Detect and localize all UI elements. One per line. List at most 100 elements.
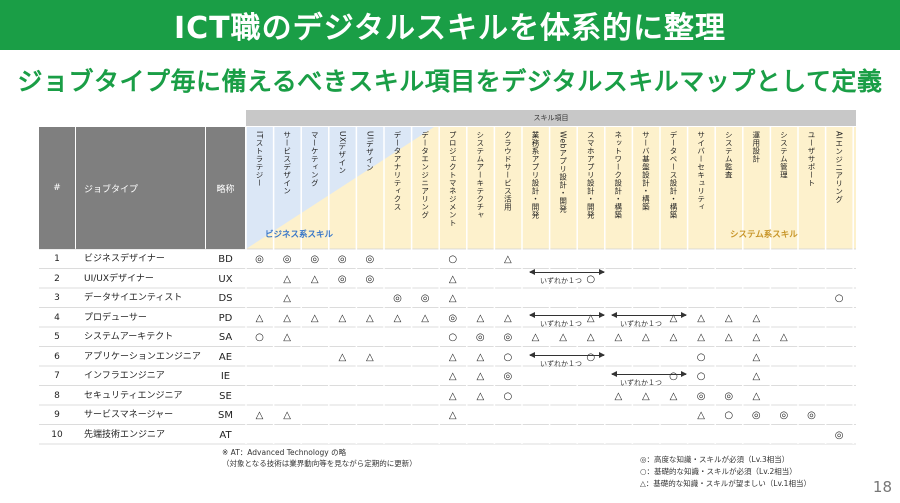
page-number: 18 — [872, 478, 892, 496]
skill-level-mark: △ — [586, 332, 595, 343]
skill-column-header: ネットワーク設計・構築 — [613, 131, 623, 219]
skill-level-mark: △ — [642, 332, 650, 343]
skill-column-header: UIデザイン — [365, 131, 375, 172]
job-abbreviation: BD — [218, 254, 233, 265]
skill-level-mark: ◎ — [448, 312, 458, 324]
table-row: 7 インフラエンジニア IE △ △ ◎ ○ ○ △ — [39, 367, 856, 387]
table-row: 4 プロデューサー PD △ △ △ △ △ △ △ ◎ △ △ △ △ △ △ △ — [39, 309, 856, 329]
skill-level-mark: △ — [448, 351, 457, 363]
skill-level-mark: ○ — [696, 371, 706, 382]
row-number: 2 — [54, 273, 60, 284]
skill-level-mark: △ — [338, 312, 347, 324]
skill-level-mark: △ — [669, 390, 678, 402]
skill-level-mark: △ — [255, 312, 264, 324]
skill-level-mark: ◎ — [696, 390, 706, 402]
skill-column-header: ユーザサポート — [807, 131, 816, 187]
skill-column-header: スマホアプリ設計・開発 — [586, 131, 596, 219]
either-one-label: いずれか１つ — [540, 277, 582, 285]
job-type: システムアーキテクト — [84, 332, 174, 342]
table-row: 2 UI/UXデザイナー UX △ △ ◎ ◎ △ ○ — [39, 270, 856, 290]
either-arrow — [529, 269, 605, 275]
table-row: 8 セキュリティエンジニア SE △ △ ○ △ △ △ ◎ ◎ △ — [39, 387, 856, 407]
skill-items-header: スキル項目 — [246, 110, 856, 126]
skill-column-header: クラウドサービス活用 — [503, 131, 513, 211]
skill-column-header: Webアプリ設計・開発 — [558, 131, 568, 213]
skill-level-mark: △ — [697, 332, 705, 343]
skill-level-mark: △ — [476, 351, 485, 363]
either-one-label: いずれか１つ — [540, 360, 582, 368]
skill-level-mark: ○ — [448, 332, 458, 343]
skill-level-mark: △ — [752, 351, 761, 363]
skill-level-mark: ◎ — [779, 410, 789, 421]
skill-level-mark: △ — [448, 410, 457, 421]
skill-level-mark: ◎ — [393, 293, 402, 304]
skill-level-mark: △ — [283, 410, 291, 421]
skill-column-header: サービスデザイン — [282, 131, 292, 195]
legend-item: △：基礎的な知識・スキルが望ましい（Lv.1相当） — [640, 479, 811, 488]
skill-level-mark: ◎ — [282, 254, 292, 265]
skill-column-header: システムアーキテクチャ — [475, 131, 485, 219]
skill-level-mark: △ — [476, 312, 485, 324]
skill-level-mark: ◎ — [503, 371, 513, 382]
skill-column-header: 業務系アプリ設計・開発 — [531, 131, 540, 219]
skill-level-mark: △ — [724, 312, 733, 324]
job-type: サービスマネージャー — [84, 410, 174, 420]
table-row: 9 サービスマネージャー SM △ △ △ △ ○ ◎ ◎ ◎ — [39, 406, 856, 426]
skill-level-mark: △ — [283, 312, 291, 324]
table-row: 5 システムアーキテクト SA ○ △ ○ ◎ ◎ △ △ △ △ △ △ △ △ △ △ — [39, 328, 856, 348]
job-type: アプリケーションエンジニア — [84, 351, 201, 362]
table-row: 6 アプリケーションエンジニア AE △ △ △ △ ○ ○ ○ △ — [39, 348, 856, 368]
either-one-label: いずれか１つ — [540, 320, 582, 328]
skill-level-mark: △ — [283, 293, 291, 304]
skill-level-mark: △ — [586, 312, 595, 324]
skill-level-mark: ○ — [448, 254, 458, 265]
either-arrow — [611, 312, 687, 318]
skill-column-header: システム管理 — [779, 131, 789, 179]
skill-level-mark: △ — [642, 390, 650, 402]
skill-level-mark: △ — [504, 312, 512, 324]
skill-column-header: UXデザイン — [337, 131, 347, 175]
page-title: ICT職のデジタルスキルを体系的に整理 — [173, 11, 727, 46]
skill-level-mark: ○ — [724, 410, 734, 421]
skill-level-mark: △ — [559, 332, 567, 343]
system-skill-label: システム系スキル — [730, 230, 798, 240]
row-number: 1 — [54, 254, 60, 264]
skill-level-mark: △ — [338, 351, 347, 363]
skill-level-mark: ○ — [255, 332, 264, 343]
skill-column-header: データエンジニアリング — [420, 131, 430, 219]
job-abbreviation: SE — [219, 390, 232, 402]
skill-level-mark: △ — [697, 312, 705, 324]
skill-column-header: プロジェクトマネジメント — [448, 131, 458, 227]
job-type: 先端技術エンジニア — [84, 429, 166, 440]
row-number: 4 — [54, 312, 60, 323]
either-arrow — [529, 312, 605, 318]
skill-level-mark: ○ — [503, 351, 513, 363]
job-abbreviation: AT — [219, 429, 232, 441]
job-abbreviation: UX — [218, 273, 233, 285]
job-abbreviation: AE — [218, 351, 233, 363]
skill-column-header: データアナリティクス — [393, 131, 402, 211]
job-type: インフラエンジニア — [84, 371, 165, 381]
skill-level-mark: △ — [310, 273, 319, 285]
job-type: ビジネスデザイナー — [84, 254, 165, 264]
title-bar: ICT職のデジタルスキルを体系的に整理 — [0, 0, 900, 50]
skill-level-mark: △ — [421, 312, 429, 324]
skill-level-mark: ◎ — [337, 254, 347, 265]
skill-level-mark: △ — [752, 332, 761, 343]
job-abbreviation: DS — [218, 293, 233, 304]
job-type: セキュリティエンジニア — [84, 390, 183, 401]
skill-column-header: マーケティング — [310, 131, 320, 187]
row-number: 7 — [54, 371, 60, 381]
skill-level-mark: △ — [310, 312, 319, 324]
skill-map-grid — [39, 127, 856, 445]
job-abbreviation: PD — [218, 312, 233, 324]
skill-level-mark: ◎ — [365, 254, 375, 265]
business-skill-label: ビジネス系スキル — [265, 230, 334, 240]
skill-level-mark: ◎ — [724, 390, 734, 402]
either-one-label: いずれか１つ — [620, 320, 662, 328]
row-number: 8 — [54, 390, 60, 401]
skill-level-mark: ◎ — [751, 410, 761, 421]
skill-level-mark: △ — [669, 332, 678, 343]
skill-level-mark: △ — [283, 273, 291, 285]
skill-level-mark: △ — [448, 273, 457, 285]
